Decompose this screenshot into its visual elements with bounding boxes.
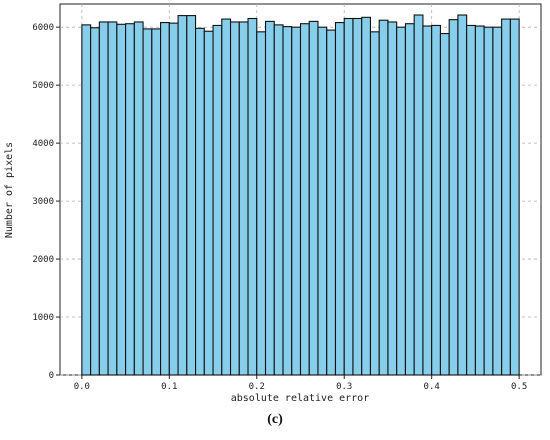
y-tick-label: 0 [49,371,54,381]
histogram-bar [361,16,372,376]
histogram-bar [448,19,459,376]
histogram-bar [221,18,232,376]
histogram-bar [177,15,188,376]
histogram-bar [343,17,354,376]
y-tick-label: 3000 [32,197,54,207]
x-tick-label: 0.3 [336,382,352,392]
histogram-bar [396,26,406,376]
histogram-bar [195,27,205,376]
x-tick-label: 0.2 [249,382,265,392]
histogram-bar [160,21,170,376]
histogram-bar [107,21,118,376]
histogram-bar [422,25,433,376]
histogram-bar [413,14,424,376]
histogram-bar [299,23,310,376]
histogram-bar [387,21,398,376]
y-tick-label: 5000 [32,81,54,91]
y-tick-label: 4000 [32,139,54,149]
histogram-bar [404,23,415,376]
histogram-bar [125,23,135,376]
y-tick-label: 6000 [32,23,54,33]
histogram-bar [439,33,450,376]
histogram-bar [334,21,345,376]
histogram-bar [264,20,275,376]
histogram-bar [81,24,92,376]
x-tick-label: 0.5 [511,382,527,392]
histogram-bar [282,26,293,376]
y-tick-label: 2000 [32,255,54,265]
bar-layer [81,14,520,376]
histogram-bar [186,15,197,376]
histogram-bar [133,21,144,376]
histogram-bar [326,29,337,376]
histogram-bar [238,21,249,376]
histogram-bar [247,17,258,376]
histogram-bar [431,24,441,376]
x-tick-label: 0.4 [424,382,440,392]
histogram-bar [229,21,240,376]
y-axis-label: Number of pixels [4,142,15,238]
x-tick-label: 0.0 [74,382,90,392]
histogram-bar [378,19,389,376]
histogram-bar [273,24,284,376]
histogram-bar [317,26,328,376]
histogram-bar [151,28,162,376]
histogram-bar [474,25,485,376]
tick-layer: 0 1000 2000 3000 4000 5000 6000 0.0 0.1 0.2 0.3 0.4… [32,23,527,392]
y-tick-label: 1000 [32,313,54,323]
histogram-bar [492,26,503,376]
histogram-bar [256,31,267,376]
x-axis-label: absolute relative error [231,393,369,404]
histogram-bar [212,24,223,376]
histogram-bar [142,28,153,376]
histogram-bar [483,26,494,376]
histogram-bar [308,20,319,376]
histogram-bar [168,22,179,376]
histogram-bar [203,30,214,376]
x-tick-label: 0.1 [161,382,177,392]
histogram-bar [98,21,109,376]
histogram-bar [90,27,100,376]
histogram-bar [501,18,511,376]
histogram-bar [509,18,520,376]
histogram-bar [466,24,476,376]
histogram-bar [352,17,363,376]
figure-caption: (c) [267,412,283,427]
histogram-bar [457,14,468,376]
histogram-bar [116,23,127,376]
histogram-bar [291,26,302,376]
histogram-bar [369,31,380,376]
